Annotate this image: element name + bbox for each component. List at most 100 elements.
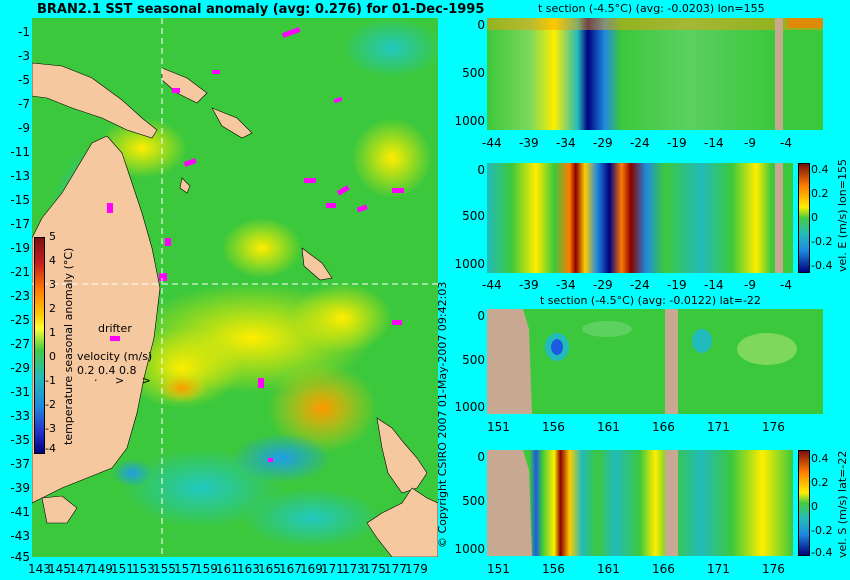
x-tick: -4: [780, 136, 792, 150]
x-tick: 156: [542, 420, 565, 434]
x-tick: 161: [597, 562, 620, 576]
lat-tick: -43: [10, 529, 30, 543]
lat-tick: -31: [10, 385, 30, 399]
panel2-velocity-east-section[interactable]: [487, 163, 793, 273]
x-tick: -19: [667, 136, 687, 150]
x-tick: -29: [593, 278, 613, 292]
panel2-colorbar: [798, 163, 810, 273]
lat-tick: -25: [10, 313, 30, 327]
panel2-colorbar-label: vel. E (m/s) lon=155: [836, 159, 849, 272]
x-tick: 156: [542, 562, 565, 576]
panel4-colorbar-label: vel. S (m/s) lat=-22: [836, 450, 849, 558]
x-tick: -14: [704, 136, 724, 150]
colorbar-tick: 0: [49, 350, 56, 363]
colorbar-tick: -2: [45, 398, 56, 411]
lon-tick: 145: [48, 562, 71, 576]
lat-tick: -11: [10, 145, 30, 159]
lat-tick: -21: [10, 265, 30, 279]
lat-tick: -29: [10, 361, 30, 375]
y-tick: 0: [477, 18, 485, 32]
lat-tick: -15: [10, 193, 30, 207]
lon-tick: 153: [132, 562, 155, 576]
x-tick: -9: [744, 136, 756, 150]
panel4-colorbar-ticks: 0.4 0.2 0 -0.2 -0.4: [811, 452, 836, 562]
colorbar-tick: -4: [45, 442, 56, 455]
lon-tick: 177: [384, 562, 407, 576]
x-tick: -39: [519, 278, 539, 292]
lat-tick: -7: [18, 97, 30, 111]
colorbar-tick: 0.4: [811, 452, 829, 465]
y-tick: 1000: [454, 257, 485, 271]
panel2-y-axis: 0 500 1000: [440, 163, 485, 273]
land: [32, 62, 438, 557]
lon-tick: 171: [321, 562, 344, 576]
colorbar-tick: 5: [49, 230, 56, 243]
velocity-label: velocity (m/s): [77, 350, 153, 363]
y-tick: 1000: [454, 542, 485, 556]
x-tick: 151: [487, 420, 510, 434]
lon-tick: 179: [405, 562, 428, 576]
lat-tick: -3: [18, 49, 30, 63]
lat-tick: -9: [18, 121, 30, 135]
lat-tick: -37: [10, 457, 30, 471]
colorbar-tick: 0: [811, 500, 818, 513]
x-tick: -14: [704, 278, 724, 292]
lon-tick: 173: [342, 562, 365, 576]
x-tick: -34: [556, 136, 576, 150]
lat-tick: -35: [10, 433, 30, 447]
colorbar-label: temperature seasonal anomaly (°C): [62, 247, 75, 445]
y-tick: 500: [462, 494, 485, 508]
lon-tick: 157: [174, 562, 197, 576]
y-tick: 0: [477, 309, 485, 323]
x-tick: -29: [593, 136, 613, 150]
x-tick: -19: [667, 278, 687, 292]
x-tick: -34: [556, 278, 576, 292]
velocity-arrows: · > >: [94, 374, 151, 387]
x-tick: -4: [780, 278, 792, 292]
x-tick: 171: [707, 420, 730, 434]
map-lat-axis: -1 -3 -5 -7 -9 -11 -13 -15 -17 -19 -21 -…: [0, 18, 30, 564]
panel3-y-axis: 0 500 1000: [440, 309, 485, 414]
panel3-x-axis: 151 156 161 166 171 176: [487, 420, 823, 434]
lat-tick: -45: [10, 550, 30, 564]
lon-tick: 175: [363, 562, 386, 576]
panel1-y-axis: 0 500 1000: [440, 18, 485, 130]
lon-tick: 163: [237, 562, 260, 576]
colorbar-tick: 0.4: [811, 163, 829, 176]
lat-tick: -39: [10, 481, 30, 495]
panel4-colorbar: [798, 450, 810, 556]
colorbar-tick: 3: [49, 278, 56, 291]
x-tick: -24: [630, 278, 650, 292]
x-tick: -39: [519, 136, 539, 150]
lat-tick: -19: [10, 241, 30, 255]
lon-tick: 149: [90, 562, 113, 576]
lat-tick: -1: [18, 25, 30, 39]
panel1-temperature-section[interactable]: [487, 18, 823, 130]
x-tick: -44: [482, 278, 502, 292]
lon-tick: 167: [279, 562, 302, 576]
x-tick: 166: [652, 420, 675, 434]
sst-anomaly-map[interactable]: [32, 18, 438, 557]
lon-tick: 151: [111, 562, 134, 576]
y-tick: 1000: [454, 400, 485, 414]
drifter-label: drifter: [98, 322, 132, 335]
y-tick: 500: [462, 209, 485, 223]
x-tick: -9: [744, 278, 756, 292]
x-tick: 161: [597, 420, 620, 434]
velocity-scale: 0.2 0.4 0.8: [77, 364, 137, 377]
y-tick: 500: [462, 353, 485, 367]
map-colorbar-ticks: 5 4 3 2 1 0 -1 -2 -3 -4: [45, 230, 61, 460]
lon-tick: 159: [195, 562, 218, 576]
panel1-x-axis: -44 -39 -34 -29 -24 -19 -14 -9 -4: [482, 136, 823, 150]
lon-tick: 143: [28, 562, 51, 576]
drifter-markers: [107, 27, 404, 462]
colorbar-tick: 0: [811, 211, 818, 224]
colorbar-tick: -0.4: [811, 259, 833, 272]
colorbar-tick: 4: [49, 254, 56, 267]
map-lon-axis: 143 145 147 149 151 153 155 157 159 161 …: [28, 562, 438, 578]
panel4-velocity-south-section[interactable]: [487, 450, 793, 556]
panel3-title: t section (-4.5°C) (avg: -0.0122) lat=-2…: [540, 294, 761, 307]
panel3-temperature-section[interactable]: [487, 309, 823, 414]
colorbar-tick: 0.2: [811, 187, 829, 200]
y-tick: 0: [477, 163, 485, 177]
